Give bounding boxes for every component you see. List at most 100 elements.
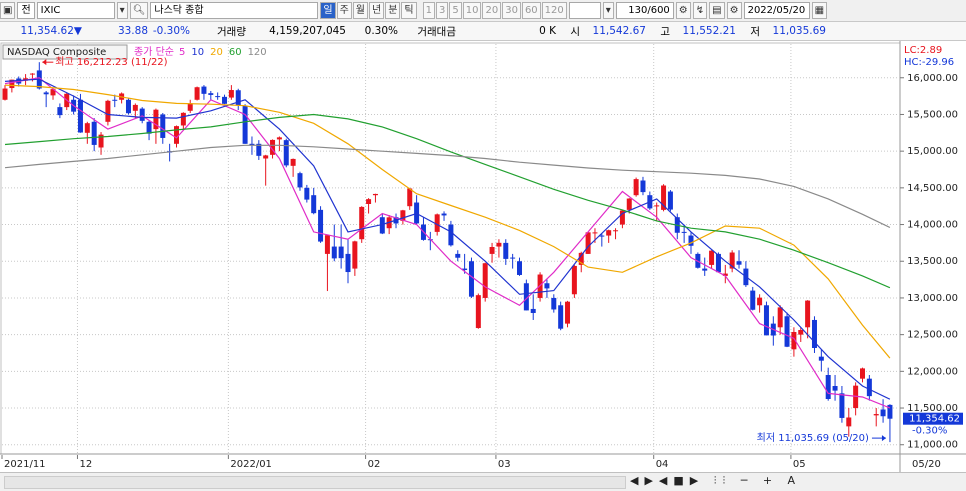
interval-button[interactable]: 3: [435, 2, 449, 19]
candle-body: [98, 134, 104, 148]
x-tick-label: 04: [656, 459, 669, 470]
arrow-head: [42, 59, 47, 66]
candle-body: [304, 187, 310, 200]
interval-button[interactable]: 10: [462, 2, 482, 19]
candle-body: [57, 107, 63, 116]
arrow-head: [881, 435, 886, 442]
interval-button[interactable]: 30: [502, 2, 521, 19]
candle-body: [379, 217, 385, 234]
search[interactable]: 🔍︎: [129, 2, 149, 19]
interval-button[interactable]: 20: [482, 2, 502, 19]
candle-body: [613, 230, 619, 232]
candle-body: [846, 417, 852, 427]
dropdown[interactable]: ▾: [602, 2, 614, 19]
candle-body: [132, 104, 138, 111]
interval-button[interactable]: 120: [541, 2, 567, 19]
candle-body: [366, 199, 372, 204]
menu-icon[interactable]: ▣: [0, 2, 16, 19]
candle-body: [468, 261, 474, 297]
label: 거래대금: [417, 25, 456, 38]
date-field[interactable]: 2022/05/20: [743, 2, 810, 19]
candle-body: [249, 143, 255, 146]
tool-icon[interactable]: ⚙: [675, 2, 691, 19]
candle-body: [331, 246, 337, 259]
candle-body: [585, 232, 591, 254]
volume-pct: 0.30%: [364, 25, 398, 37]
scroll-controls[interactable]: ◀▶◀■▶ ⫶⫶ ─ + A: [630, 474, 802, 487]
y-tick-label: 15,000.00: [907, 146, 958, 157]
candle-body: [832, 386, 838, 391]
candle-body: [777, 307, 783, 328]
legend-box: [2, 44, 128, 60]
ma-line: [4, 84, 891, 359]
candle-body: [91, 121, 97, 145]
interval-button[interactable]: 1: [422, 2, 435, 19]
period-button[interactable]: 년: [369, 2, 385, 19]
candle-body: [228, 90, 234, 98]
candle-body: [661, 185, 667, 210]
period-button[interactable]: 월: [352, 2, 368, 19]
high: 11,552.21: [682, 25, 736, 37]
interval-buttons: 1 3 5 10 20 30 60 120: [422, 2, 567, 19]
tool-icon[interactable]: ⚙: [726, 2, 742, 19]
period-button[interactable]: 주: [336, 2, 352, 19]
period-button[interactable]: 일: [320, 2, 336, 19]
dropdown[interactable]: ▾: [116, 2, 128, 19]
candle-body: [29, 73, 35, 75]
candle-body: [77, 99, 83, 133]
interval-button[interactable]: 60: [521, 2, 541, 19]
legend-label: 종가 단순: [134, 46, 174, 58]
candle-body: [324, 235, 330, 254]
candle-body: [592, 232, 598, 234]
custom-interval[interactable]: [568, 2, 601, 19]
change: 33.88: [117, 25, 148, 37]
candle-body: [139, 108, 145, 121]
candle-body: [757, 297, 763, 306]
candle-body: [2, 88, 8, 100]
y-tick-label: 15,500.00: [907, 109, 958, 120]
candle-body: [805, 300, 811, 328]
legend-entry: 120: [248, 47, 267, 58]
candle-body: [125, 99, 131, 114]
scroll-track[interactable]: [4, 476, 626, 489]
candle-body: [43, 92, 49, 95]
ma-line: [4, 113, 891, 289]
candle-body: [455, 253, 461, 258]
candle-body: [571, 265, 577, 295]
candle-body: [283, 140, 289, 166]
candle-body: [146, 121, 152, 134]
legend-entry: 5: [179, 47, 185, 58]
y-tick-label: 16,000.00: [907, 73, 958, 84]
count-field[interactable]: 130/600: [615, 2, 674, 19]
candle-body: [880, 409, 886, 417]
candle-body: [180, 112, 186, 126]
ma-line: [4, 144, 891, 229]
x-tick-label: 2021/11: [4, 459, 46, 470]
candle-body: [345, 253, 351, 273]
interval-button[interactable]: 5: [449, 2, 462, 19]
volume: 4,159,207,045: [269, 25, 346, 37]
market-select[interactable]: 전: [17, 2, 35, 19]
candle-body: [359, 206, 365, 240]
change-pct: -0.30%: [152, 25, 190, 37]
candle-body: [256, 143, 262, 156]
tool-icon[interactable]: ▤: [709, 2, 725, 19]
x-tick-label: 12: [79, 459, 92, 470]
code-input[interactable]: IXIC: [36, 2, 115, 19]
chart: 11,000.00 11,500.00 12,000.00 12,500.00 13,0…: [0, 41, 966, 472]
candle-body: [407, 188, 413, 207]
candle-body: [434, 214, 440, 232]
candle-body: [215, 96, 221, 98]
x-tick-label: 02: [368, 459, 381, 470]
candle-body: [263, 155, 269, 159]
tool-icon[interactable]: ↯: [692, 2, 708, 19]
calendar[interactable]: ▦: [811, 2, 828, 19]
period-button[interactable]: 틱: [401, 2, 417, 19]
candle-body: [462, 268, 468, 270]
period-button[interactable]: 분: [385, 2, 401, 19]
candle-body: [174, 126, 179, 144]
amount: 0 K: [539, 25, 556, 37]
annotation: 최고 16,212.23 (11/22): [55, 56, 167, 68]
candle-body: [626, 198, 632, 210]
